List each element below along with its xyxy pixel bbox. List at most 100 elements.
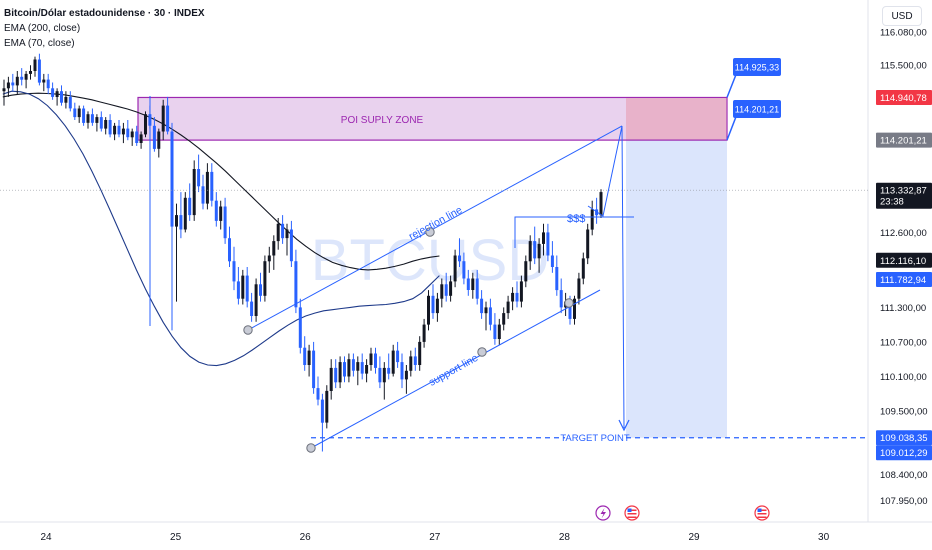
candle-body: [404, 370, 408, 380]
candle-body: [33, 59, 37, 71]
candle-body: [197, 169, 201, 187]
pivot-marker: [243, 325, 253, 335]
candle-body: [82, 108, 86, 123]
candle-body: [130, 131, 134, 138]
candle-body: [95, 117, 99, 123]
price-axis[interactable]: 116.080,00 115.500,00 112.600,00 111.300,00…: [880, 27, 928, 507]
projection-arrowhead: [618, 419, 630, 432]
price-tick-label: 110.700,00: [880, 337, 927, 348]
candle: [409, 350, 413, 377]
candle: [60, 85, 63, 106]
candle-body: [462, 261, 466, 279]
price-label-box: [876, 430, 932, 446]
price-label: 112.116,10: [876, 252, 932, 268]
candle: [29, 65, 32, 80]
candle: [64, 91, 68, 109]
candle-body: [236, 281, 240, 299]
ema70-line: [2, 90, 440, 367]
candle-body: [267, 255, 271, 262]
indicator-ema200-label[interactable]: EMA (200, close): [4, 23, 81, 34]
candle-body: [502, 313, 506, 325]
candle: [219, 200, 223, 230]
candle: [343, 356, 346, 383]
pivot-marker: [306, 443, 316, 453]
candle: [236, 267, 240, 305]
candle-body: [418, 341, 422, 365]
candle-body: [555, 267, 559, 291]
callout-box: [733, 100, 781, 118]
candle: [329, 359, 333, 400]
candle-body: [577, 278, 581, 299]
chart-grid: [0, 0, 932, 523]
candle: [497, 318, 501, 345]
candle-body: [214, 200, 218, 221]
liquidity-label: $$$: [567, 213, 585, 225]
candle: [537, 238, 541, 273]
candle: [46, 73, 50, 95]
candle: [528, 235, 532, 270]
candle-body: [365, 365, 369, 374]
candle-body: [161, 105, 165, 132]
candle: [577, 272, 581, 305]
candle-body: [528, 241, 532, 262]
candle-body: [497, 324, 501, 339]
candle-body: [488, 307, 492, 325]
currency-button[interactable]: USD: [882, 6, 922, 26]
candle-body: [307, 350, 311, 365]
price-label-value: 109.012,29: [880, 448, 928, 459]
candle: [511, 287, 515, 311]
candle: [82, 105, 86, 126]
candle-body: [113, 125, 117, 135]
candle: [573, 295, 576, 325]
candle-body: [64, 96, 68, 103]
candle: [259, 272, 262, 302]
candle-body: [228, 238, 231, 262]
price-label-countdown: 23:38: [880, 197, 904, 208]
symbol-title[interactable]: Bitcoin/Dólar estadounidense · 30 · INDE…: [4, 8, 205, 19]
rejection-line: [247, 125, 623, 331]
candle-body: [90, 114, 94, 123]
candle: [95, 114, 99, 132]
candle: [466, 269, 470, 296]
candle-body: [471, 278, 475, 290]
candle: [276, 218, 280, 250]
price-label-value: 113.332,87: [880, 186, 927, 197]
candle-body: [458, 255, 461, 262]
candle-body: [453, 255, 457, 282]
candle-body: [546, 232, 550, 256]
chart-legend: Bitcoin/Dólar estadounidense · 30 · INDE…: [4, 6, 205, 51]
candle-body: [298, 307, 302, 348]
time-axis[interactable]: 24 25 26 27 28 29 30: [40, 532, 829, 543]
candle: [108, 114, 112, 138]
price-tick-label: 109.500,00: [880, 407, 928, 418]
candle-body: [427, 295, 430, 325]
candle-body: [329, 367, 333, 391]
candle: [179, 192, 183, 239]
candle-body: [391, 350, 395, 374]
candle: [488, 298, 492, 331]
candle-body: [2, 88, 6, 92]
price-label: 109.012,29: [876, 445, 932, 461]
candle: [157, 128, 161, 158]
candle-body: [175, 215, 178, 227]
candle-body: [581, 258, 585, 279]
indicator-ema70-label[interactable]: EMA (70, close): [4, 38, 75, 49]
candle-body: [599, 192, 603, 216]
price-label-box: [876, 132, 932, 148]
candle: [175, 203, 178, 302]
candle: [462, 252, 466, 285]
projection-path: [587, 125, 625, 429]
candle: [55, 88, 59, 106]
candle-body: [108, 120, 112, 135]
candle: [232, 246, 236, 291]
candle: [113, 122, 117, 141]
price-label: 114.940,78: [876, 90, 932, 105]
candle: [334, 359, 338, 389]
price-label: 114.201,21: [876, 132, 932, 148]
candle: [586, 223, 590, 265]
candle: [267, 246, 271, 273]
candle-body: [449, 281, 453, 296]
candle-body: [586, 229, 590, 259]
